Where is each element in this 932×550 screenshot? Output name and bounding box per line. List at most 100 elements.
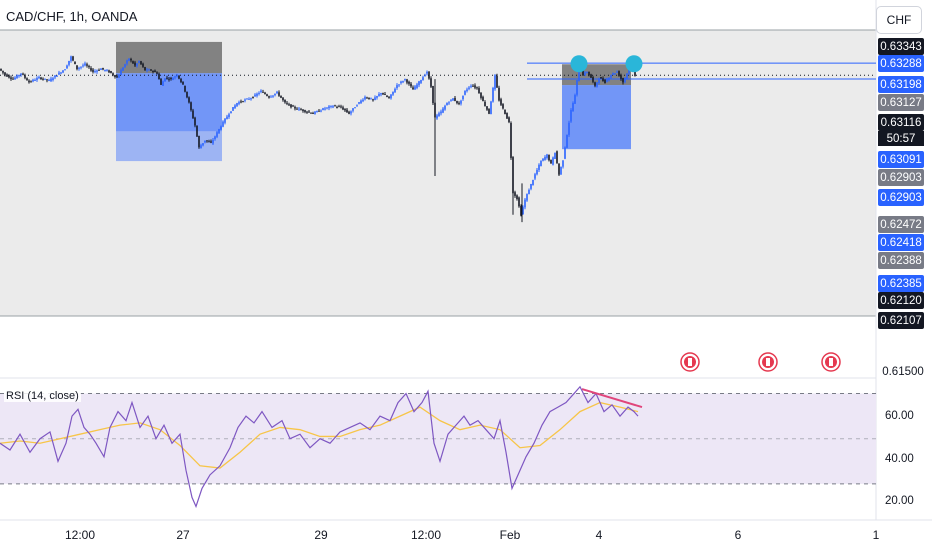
candle-body: [548, 154, 550, 161]
candle-body: [550, 159, 552, 164]
candle-body: [158, 73, 160, 80]
event-flag-icon: [680, 352, 700, 372]
candle-body: [362, 99, 364, 102]
candle-body: [500, 99, 502, 105]
candle-body: [294, 106, 296, 109]
candle-body: [376, 95, 378, 98]
candle-body: [128, 58, 130, 61]
candle-body: [624, 77, 626, 83]
candle-body: [484, 101, 486, 107]
candle-body: [74, 61, 76, 65]
candle-body: [160, 79, 162, 85]
price-tag: 0.63127: [878, 94, 924, 111]
candle-body: [68, 60, 70, 65]
candle-body: [586, 72, 588, 74]
candle-body: [504, 109, 506, 115]
candle-body: [448, 102, 450, 104]
candle-body: [592, 77, 594, 82]
candle-body: [0, 68, 2, 71]
candle-body: [418, 81, 420, 86]
candle-body: [370, 98, 372, 100]
candle-body: [30, 81, 32, 83]
candle-body: [442, 108, 444, 113]
candle-body: [530, 183, 532, 189]
candle-body: [120, 70, 122, 75]
candle-body: [192, 110, 194, 119]
candle-countdown: 50:57: [878, 131, 924, 146]
candle-body: [578, 66, 580, 82]
candle-body: [366, 97, 368, 99]
rsi-label: RSI (14, close): [4, 390, 81, 402]
candle-body: [506, 112, 508, 119]
candle-body: [412, 87, 414, 90]
price-tag: 0.62418: [878, 234, 924, 251]
candle-body: [154, 70, 156, 73]
candle-body: [72, 56, 74, 61]
candle-body: [268, 96, 270, 98]
candle-body: [622, 78, 624, 83]
candle-body: [394, 88, 396, 93]
candle-body: [406, 79, 408, 83]
candle-body: [300, 109, 302, 111]
candle-body: [392, 91, 394, 95]
candle-body: [620, 75, 622, 79]
candle-body: [480, 92, 482, 98]
candle-body: [124, 64, 126, 67]
candle-body: [634, 70, 636, 76]
candle-body: [330, 105, 332, 107]
candle-body: [174, 76, 176, 78]
candle-body: [26, 78, 28, 81]
candle-body: [10, 77, 12, 79]
candle-body: [44, 78, 46, 80]
candle-body: [146, 69, 148, 71]
candle-body: [92, 69, 94, 72]
candle-body: [600, 77, 602, 79]
candle-body: [222, 121, 224, 127]
candle-body: [408, 81, 410, 84]
candle-body: [572, 103, 574, 112]
candle-body: [386, 95, 388, 97]
candle-body: [598, 78, 600, 84]
currency-button[interactable]: CHF: [876, 6, 922, 34]
candle-body: [308, 111, 310, 113]
price-tag: 0.62388: [878, 252, 924, 269]
candle-body: [612, 73, 614, 75]
candle-body: [348, 111, 350, 114]
candle-body: [520, 205, 522, 216]
candle-body: [270, 96, 272, 98]
candle-body: [474, 85, 476, 88]
candle-body: [332, 106, 334, 108]
marked-high-dot: [570, 55, 588, 73]
candle-body: [492, 87, 494, 102]
candle-body: [272, 95, 274, 97]
candle-body: [298, 108, 300, 110]
candle-body: [490, 101, 492, 115]
candle-body: [8, 75, 10, 78]
candle-body: [212, 139, 214, 144]
candle-body: [324, 108, 326, 110]
candle-body: [368, 97, 370, 100]
event-flag-center: [829, 358, 833, 366]
candle-body: [314, 111, 316, 114]
candle-body: [566, 134, 568, 148]
candle-body: [396, 85, 398, 89]
candle-body: [562, 160, 564, 167]
candle-body: [528, 189, 530, 195]
candle-body: [440, 111, 442, 114]
candle-body: [384, 94, 386, 96]
candle-body: [420, 80, 422, 83]
candle-body: [398, 84, 400, 86]
candle-body: [198, 136, 200, 148]
rsi-ma-line: [0, 401, 639, 469]
candle-body: [278, 92, 280, 96]
candle-body: [200, 145, 202, 149]
candle-body: [224, 118, 226, 123]
candle-body: [380, 93, 382, 95]
candle-body: [476, 87, 478, 89]
candle-body: [208, 141, 210, 143]
candle-body: [246, 98, 248, 100]
candle-body: [498, 87, 500, 101]
candle-body: [320, 110, 322, 112]
candle-body: [526, 194, 528, 201]
